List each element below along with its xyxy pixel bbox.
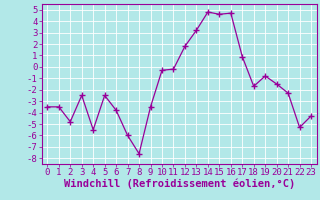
- X-axis label: Windchill (Refroidissement éolien,°C): Windchill (Refroidissement éolien,°C): [64, 179, 295, 189]
